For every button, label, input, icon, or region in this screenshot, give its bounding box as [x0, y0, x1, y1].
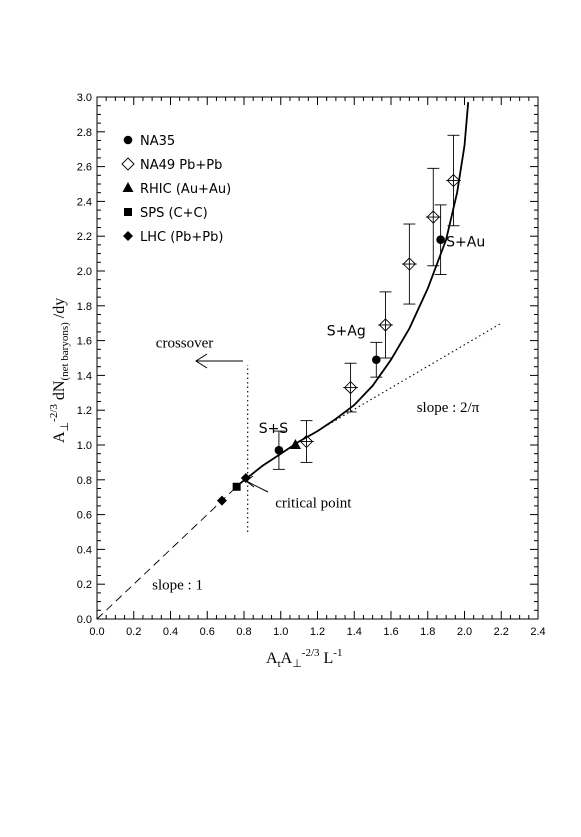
annotation-slope-2: slope : 2/π [417, 400, 480, 416]
annotation-crossover: crossover [156, 336, 213, 352]
lhc-pb-pb-point [216, 495, 227, 506]
y-tick-labels: 0.0 0.2 0.4 0.6 0.8 1.0 1.2 1.4 1.6 1.8 2.0 2.2 2.4 2… [77, 92, 92, 626]
y-tick-label: 1.4 [77, 370, 92, 382]
x-tick-label: 1.8 [420, 626, 435, 638]
y-tick-label: 1.8 [77, 301, 92, 313]
x-tick-label: 2.4 [530, 626, 545, 638]
na49-pb-pb-point [378, 318, 393, 332]
annotations: crossover critical point slope : 1 slope : … [152, 235, 485, 594]
y-axis-title: A⊥-2/3 dN(net baryons) /dy [48, 298, 71, 443]
x-tick-label: 2.0 [457, 626, 472, 638]
y-tick-label: 2.2 [77, 231, 92, 243]
legend-marker-sps-c-c [124, 208, 132, 216]
na49-pb-pb-point [402, 257, 417, 271]
x-tick-label: 0.8 [236, 626, 251, 638]
lhc-pb-pb-point [240, 473, 251, 484]
annotation-critical-point: critical point [275, 496, 352, 512]
axis-ticks [96, 96, 539, 620]
plot-frame [96, 96, 539, 620]
legend-marker-rhic-au-au [122, 182, 134, 192]
y-tick-label: 2.6 [77, 162, 92, 174]
legend: NA35 NA49 Pb+Pb RHIC (Au+Au) SPS (C+C) LHC (… [121, 134, 231, 245]
x-tick-labels: 0.0 0.2 0.4 0.6 0.8 1.0 1.2 1.4 1.6 1.8 2.0 2.2 2.4 [89, 626, 545, 638]
y-tick-label: 1.6 [77, 336, 92, 348]
y-tick-label: 0.8 [77, 475, 92, 487]
annotation-s-ag: S+Ag [327, 323, 366, 339]
y-tick-label: 0.2 [77, 579, 92, 591]
x-tick-label: 1.4 [347, 626, 362, 638]
sps-c-c-point [232, 482, 241, 491]
y-tick-label: 0.0 [77, 614, 92, 626]
x-tick-label: 1.6 [383, 626, 398, 638]
x-tick-label: 2.2 [494, 626, 509, 638]
legend-label-lhc-pb-pb: LHC (Pb+Pb) [140, 230, 223, 245]
annotation-s-au: S+Au [446, 235, 485, 251]
chart-markers [216, 134, 461, 506]
y-tick-label: 1.0 [77, 440, 92, 452]
legend-label-rhic-au-au: RHIC (Au+Au) [140, 182, 231, 197]
y-tick-label: 0.4 [77, 544, 92, 556]
legend-marker-na35 [123, 135, 133, 145]
dotted-line [308, 322, 502, 437]
y-tick-label: 0.6 [77, 510, 92, 522]
na49-pb-pb-point [426, 210, 440, 224]
chart-lines [96, 102, 502, 620]
crossover-arrow [195, 353, 243, 369]
y-tick-label: 2.4 [77, 196, 92, 208]
y-tick-label: 1.2 [77, 405, 92, 417]
y-tick-label: 2.8 [77, 127, 92, 139]
x-axis-title: AtA⊥-2/3 L-1 [266, 647, 342, 670]
x-tick-label: 1.2 [310, 626, 325, 638]
dashed-line [96, 479, 245, 620]
x-tick-label: 0.0 [89, 626, 104, 638]
na35-point [436, 235, 445, 244]
legend-marker-lhc-pb-pb [123, 231, 133, 241]
annotation-slope-1: slope : 1 [152, 577, 203, 593]
y-tick-label: 3.0 [77, 92, 92, 104]
legend-label-na49-pb-pb: NA49 Pb+Pb [140, 158, 222, 173]
legend-label-sps-c-c: SPS (C+C) [140, 206, 208, 221]
na49-pb-pb-point [299, 434, 314, 449]
annotation-s-s: S+S [259, 421, 289, 437]
legend-label-na35: NA35 [140, 134, 175, 149]
x-tick-label: 1.0 [273, 626, 288, 638]
legend-marker-na49-pb-pb [121, 157, 135, 171]
na35-point [372, 355, 381, 365]
x-tick-label: 0.4 [163, 626, 178, 638]
na35-point [274, 445, 284, 455]
x-tick-label: 0.6 [200, 626, 215, 638]
x-tick-label: 0.2 [126, 626, 141, 638]
na49-pb-pb-point [446, 173, 461, 188]
critical-point-arrow [245, 475, 269, 493]
y-tick-label: 2.0 [77, 266, 92, 278]
rhic-au-au-point [289, 439, 301, 449]
na49-pb-pb-point [343, 380, 358, 395]
